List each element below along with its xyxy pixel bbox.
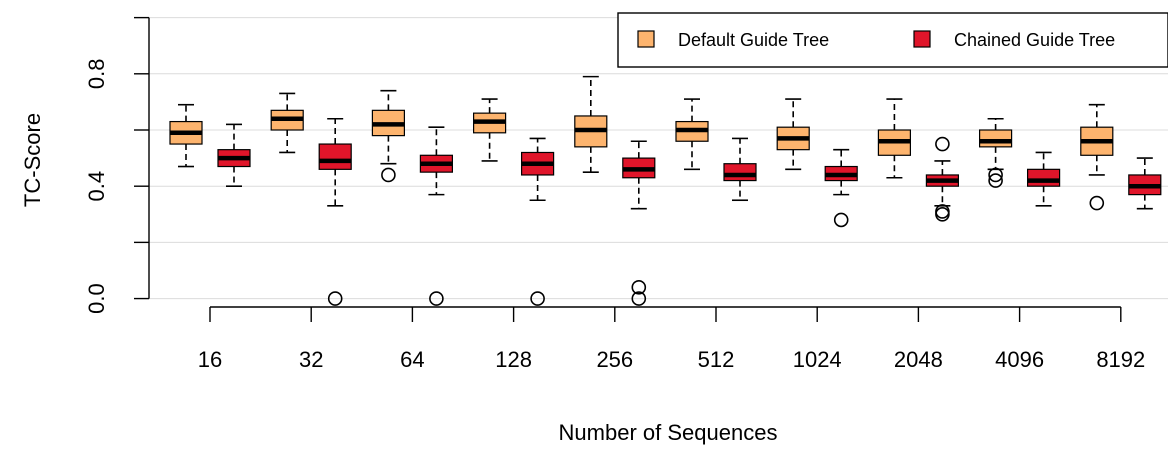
x-tick-label: 1024 xyxy=(793,347,842,372)
box-chained-16 xyxy=(217,123,251,187)
x-tick-label: 64 xyxy=(400,347,424,372)
legend-item-chained: Chained Guide Tree xyxy=(913,30,1115,50)
outlier-point xyxy=(631,291,647,306)
box-default-32 xyxy=(270,92,304,154)
boxes-layer xyxy=(169,75,1162,306)
x-tick-label: 8192 xyxy=(1096,347,1145,372)
x-tick-label: 16 xyxy=(198,347,222,372)
x-tick-label: 256 xyxy=(596,347,633,372)
box-iqr xyxy=(318,143,352,170)
axes-layer: 0.0 0.4 0.8 16 32 64 128 256 512 1024 2048 4096 8192 xyxy=(84,16,1145,372)
outlier-point xyxy=(935,206,950,222)
legend-label: Chained Guide Tree xyxy=(954,30,1115,50)
x-tick-label: 32 xyxy=(299,347,323,372)
outlier-point xyxy=(530,291,545,306)
x-axis-title: Number of Sequences xyxy=(559,420,778,445)
box-chained-4096 xyxy=(1026,151,1061,207)
outlier-point xyxy=(1089,195,1105,211)
box-chained-32 xyxy=(318,117,352,306)
outlier-point xyxy=(988,173,1003,188)
box-iqr xyxy=(978,129,1013,148)
y-tick-label: 0.8 xyxy=(84,59,109,90)
box-default-8192 xyxy=(1080,103,1114,211)
x-tick-label: 128 xyxy=(495,347,532,372)
outlier-point xyxy=(327,291,343,306)
y-tick-label: 0.4 xyxy=(84,171,109,202)
outlier-point xyxy=(381,167,396,183)
box-chained-512 xyxy=(723,137,757,202)
x-tick-label: 2048 xyxy=(894,347,943,372)
box-chained-256 xyxy=(622,140,656,306)
outlier-point xyxy=(833,212,849,228)
y-axis-title: TC-Score xyxy=(20,113,45,207)
x-tick-label: 512 xyxy=(698,347,735,372)
legend-swatch xyxy=(637,30,655,48)
legend-item-default: Default Guide Tree xyxy=(637,30,829,50)
outlier-point xyxy=(631,280,647,295)
box-default-512 xyxy=(675,98,709,171)
box-iqr xyxy=(723,163,757,182)
outlier-point xyxy=(935,136,950,152)
box-chained-1024 xyxy=(824,148,858,228)
box-chained-64 xyxy=(419,126,453,306)
box-chained-2048 xyxy=(925,136,960,222)
outlier-point xyxy=(988,167,1003,183)
legend-label: Default Guide Tree xyxy=(678,30,829,50)
legend-box xyxy=(617,12,1168,68)
box-default-128 xyxy=(473,98,507,162)
box-iqr xyxy=(1026,168,1061,187)
box-chained-8192 xyxy=(1128,157,1162,210)
box-default-256 xyxy=(574,75,608,173)
y-tick-label: 0.0 xyxy=(84,283,109,314)
x-tick-label: 4096 xyxy=(995,347,1044,372)
box-chained-128 xyxy=(520,137,555,306)
legend: Default Guide Tree Chained Guide Tree xyxy=(617,12,1168,68)
legend-swatch xyxy=(913,30,931,48)
outlier-point xyxy=(429,291,444,306)
box-default-16 xyxy=(169,103,203,168)
box-default-64 xyxy=(371,89,405,183)
box-default-2048 xyxy=(877,98,912,179)
box-default-4096 xyxy=(978,117,1013,188)
box-default-1024 xyxy=(776,98,810,171)
